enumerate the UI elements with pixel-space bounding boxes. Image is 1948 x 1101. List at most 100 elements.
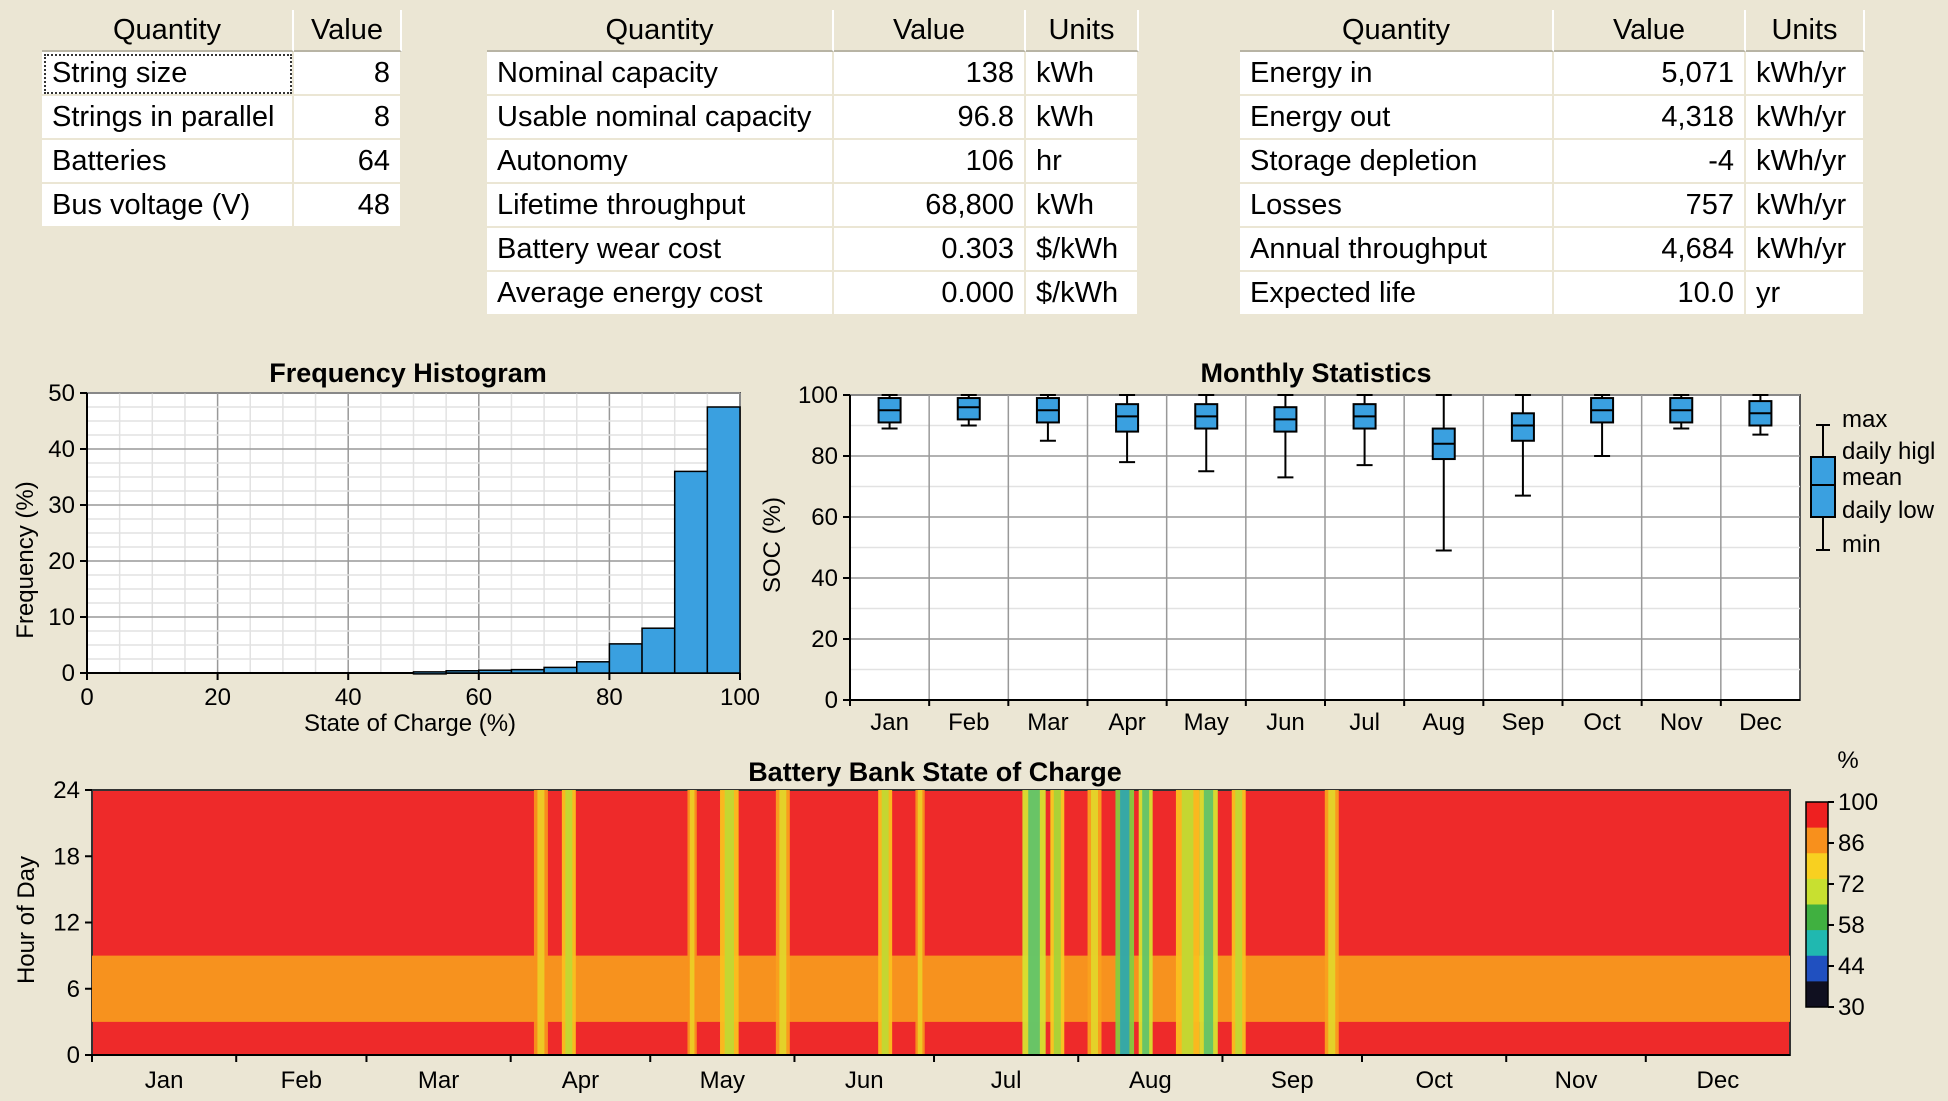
table-row[interactable]: Strings in parallel 8 [42,96,402,140]
legend-mean: mean [1842,464,1902,491]
table-row[interactable]: Nominal capacity 138 kWh [487,52,1139,96]
col-header-quantity[interactable]: Quantity [487,10,834,52]
table-row[interactable]: Storage depletion -4 kWh/yr [1240,140,1865,184]
table-row[interactable]: Usable nominal capacity 96.8 kWh [487,96,1139,140]
cell-quantity[interactable]: Lifetime throughput [487,184,834,228]
heatmap-low-soc-core [724,790,734,1055]
colorbar-frame [1805,801,1829,1008]
x-tick-label: Aug [1129,1067,1172,1094]
histogram-bar [445,670,480,674]
histogram-bar [706,406,741,674]
table-row[interactable]: Losses 757 kWh/yr [1240,184,1865,228]
cell-quantity[interactable]: Usable nominal capacity [487,96,834,140]
colorbar-tick-label: 72 [1838,871,1865,898]
x-tick-label: Oct [1583,709,1621,736]
histogram-bar [510,668,545,674]
col-header-quantity[interactable]: Quantity [42,10,294,52]
cell-units[interactable]: kWh [1026,184,1139,228]
table-row[interactable]: Batteries 64 [42,140,402,184]
table-row[interactable]: Lifetime throughput 68,800 kWh [487,184,1139,228]
cell-units[interactable]: kWh [1026,52,1139,96]
chart-title: Battery Bank State of Charge [748,757,1122,787]
legend-daily-low: daily low [1842,497,1935,524]
col-header-value[interactable]: Value [294,10,402,52]
cell-value[interactable]: -4 [1554,140,1746,184]
col-header-quantity[interactable]: Quantity [1240,10,1554,52]
table-row[interactable]: Expected life 10.0 yr [1240,272,1865,316]
histogram-bar [478,669,513,674]
cell-quantity[interactable]: Expected life [1240,272,1554,316]
table-row[interactable]: Bus voltage (V) 48 [42,184,402,228]
table-row[interactable]: Annual throughput 4,684 kWh/yr [1240,228,1865,272]
y-tick-label: 6 [67,976,80,1003]
cell-units[interactable]: kWh/yr [1746,228,1865,272]
cell-quantity[interactable]: Autonomy [487,140,834,184]
cell-units[interactable]: kWh/yr [1746,52,1865,96]
cell-value[interactable]: 757 [1554,184,1746,228]
cell-units[interactable]: kWh/yr [1746,140,1865,184]
colorbar-segment [1806,802,1828,829]
cell-quantity[interactable]: Average energy cost [487,272,834,316]
cell-quantity[interactable]: Batteries [42,140,294,184]
cell-value[interactable]: 4,318 [1554,96,1746,140]
x-tick-label: Jan [870,709,909,736]
x-tick-label: Jul [991,1067,1022,1094]
cell-value[interactable]: 8 [294,52,402,96]
cell-quantity[interactable]: Energy out [1240,96,1554,140]
cell-quantity[interactable]: String size [42,52,294,96]
cell-quantity[interactable]: Bus voltage (V) [42,184,294,228]
x-tick-label: Jul [1349,709,1380,736]
y-tick-label: 60 [811,504,838,531]
cell-value[interactable]: 48 [294,184,402,228]
cell-quantity[interactable]: Storage depletion [1240,140,1554,184]
cell-value[interactable]: 96.8 [834,96,1026,140]
cell-value[interactable]: 4,684 [1554,228,1746,272]
cell-value[interactable]: 64 [294,140,402,184]
colorbar-segment [1806,827,1828,854]
cell-quantity[interactable]: Energy in [1240,52,1554,96]
x-tick-label: Apr [562,1067,599,1094]
colorbar-unit: % [1837,747,1858,774]
cell-value[interactable]: 0.000 [834,272,1026,316]
table-row[interactable]: Energy in 5,071 kWh/yr [1240,52,1865,96]
cell-quantity[interactable]: Battery wear cost [487,228,834,272]
cell-units[interactable]: $/kWh [1026,228,1139,272]
cell-quantity[interactable]: Strings in parallel [42,96,294,140]
x-tick-label: Apr [1108,709,1145,736]
cell-units[interactable]: $/kWh [1026,272,1139,316]
table-row[interactable]: Energy out 4,318 kWh/yr [1240,96,1865,140]
cell-units[interactable]: kWh [1026,96,1139,140]
y-axis-label: Hour of Day [13,856,40,984]
x-tick-label: 20 [204,684,231,711]
col-header-units[interactable]: Units [1746,10,1865,52]
colorbar-segment [1806,981,1828,1008]
cell-units[interactable]: yr [1746,272,1865,316]
cell-quantity[interactable]: Nominal capacity [487,52,834,96]
table-row[interactable]: Battery wear cost 0.303 $/kWh [487,228,1139,272]
cell-units[interactable]: hr [1026,140,1139,184]
table-row[interactable]: String size 8 [42,52,402,96]
heatmap-low-soc-core [917,790,923,1055]
table-row[interactable]: Autonomy 106 hr [487,140,1139,184]
cell-value[interactable]: 0.303 [834,228,1026,272]
col-header-units[interactable]: Units [1026,10,1139,52]
histogram-bar [543,666,578,674]
cell-value[interactable]: 138 [834,52,1026,96]
cell-quantity[interactable]: Losses [1240,184,1554,228]
cell-value[interactable]: 10.0 [1554,272,1746,316]
cell-value[interactable]: 106 [834,140,1026,184]
cell-value[interactable]: 8 [294,96,402,140]
cell-value[interactable]: 5,071 [1554,52,1746,96]
cell-units[interactable]: kWh/yr [1746,184,1865,228]
table-row[interactable]: Average energy cost 0.000 $/kWh [487,272,1139,316]
cell-value[interactable]: 68,800 [834,184,1026,228]
y-tick-label: 80 [811,443,838,470]
y-tick-label: 20 [811,626,838,653]
col-header-value[interactable]: Value [834,10,1026,52]
cell-quantity[interactable]: Annual throughput [1240,228,1554,272]
x-tick-label: Feb [281,1067,322,1094]
colorbar-segment [1806,955,1828,982]
col-header-value[interactable]: Value [1554,10,1746,52]
y-tick-label: 100 [798,382,838,409]
cell-units[interactable]: kWh/yr [1746,96,1865,140]
